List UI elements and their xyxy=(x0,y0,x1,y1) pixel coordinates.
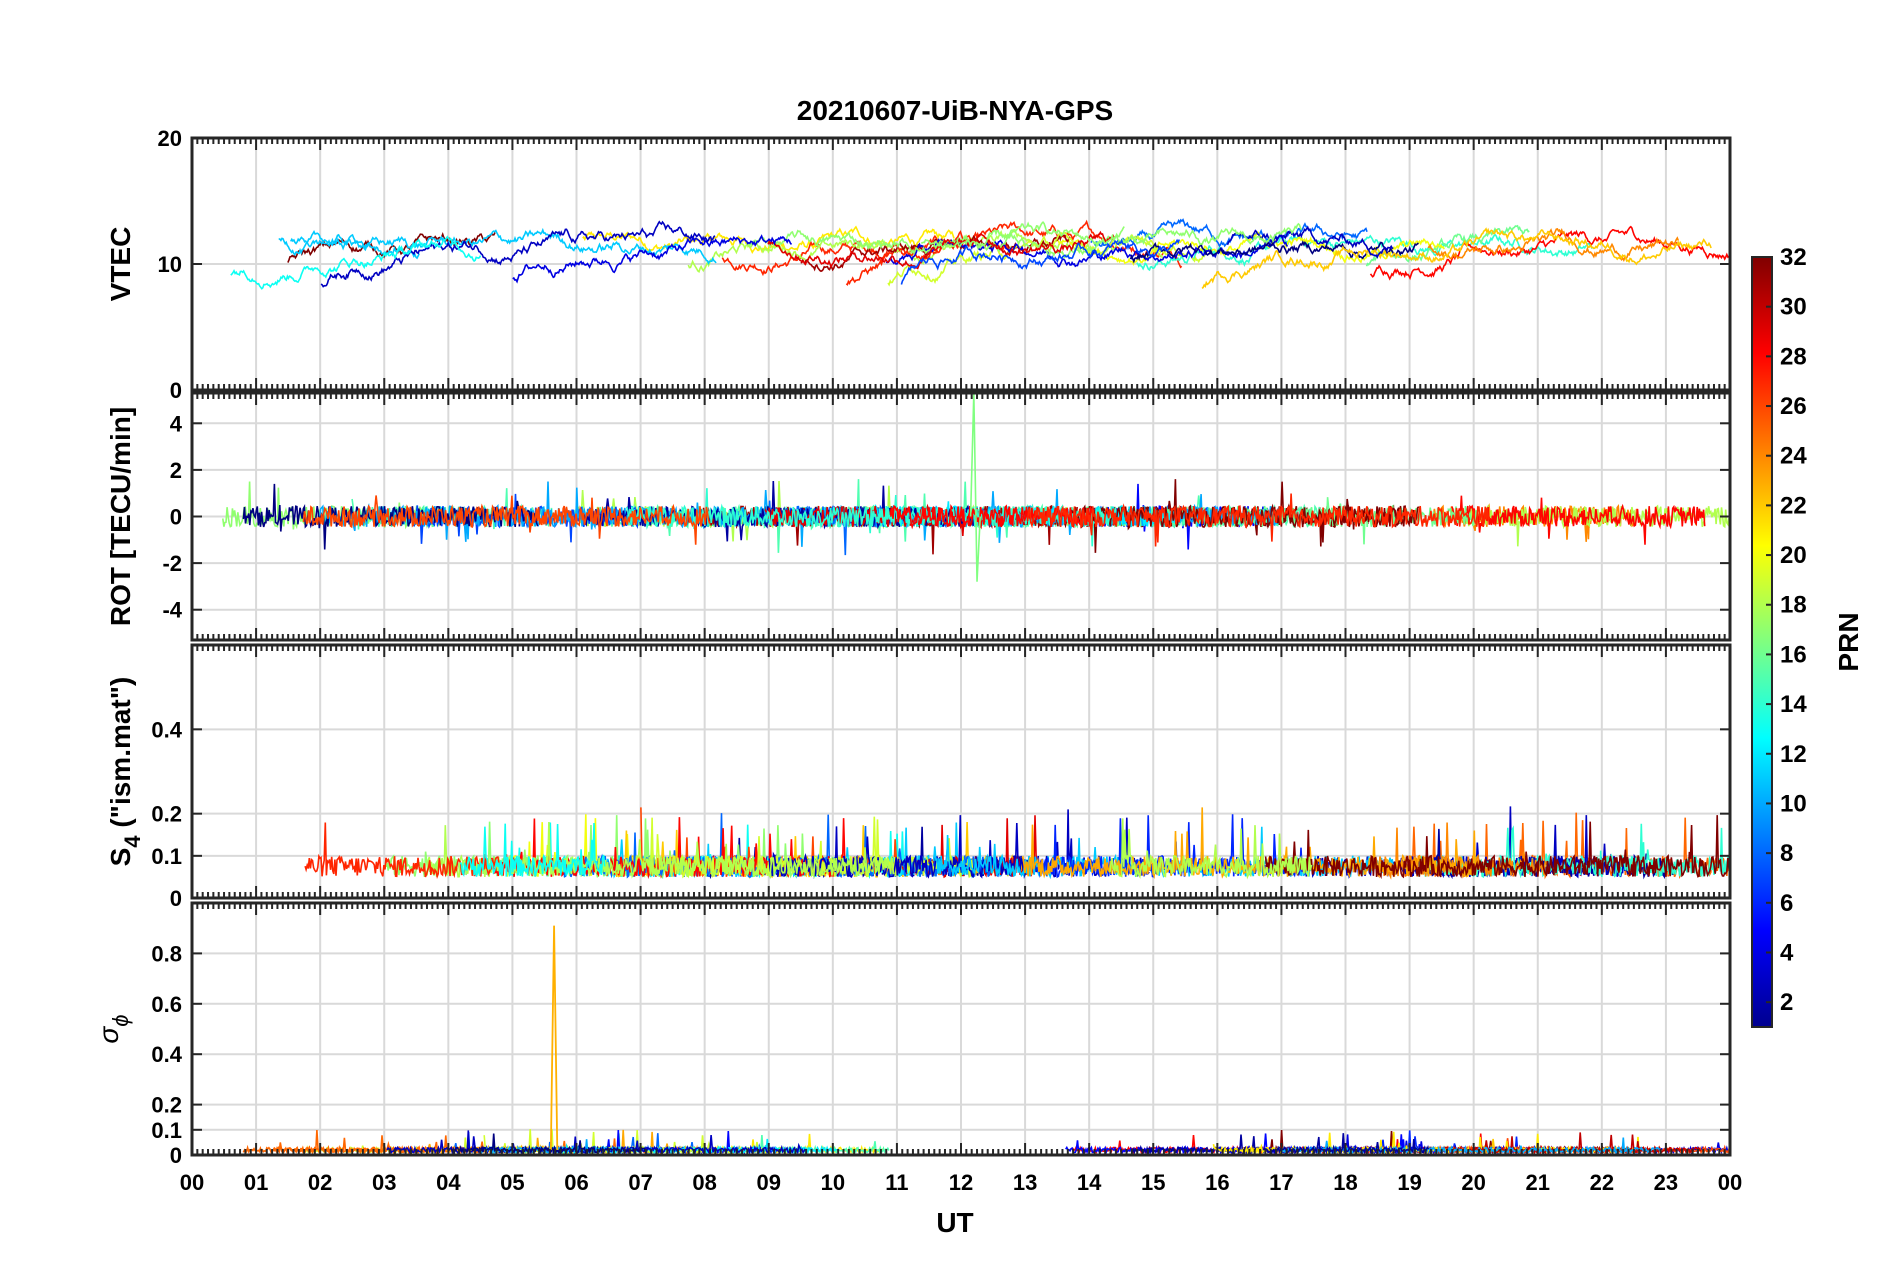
colorbar-tick-label: 16 xyxy=(1780,641,1807,668)
x-tick-label: 10 xyxy=(821,1170,845,1195)
colorbar-tick-label: 4 xyxy=(1780,939,1794,966)
x-tick-label: 15 xyxy=(1141,1170,1165,1195)
colorbar-tick-label: 6 xyxy=(1780,890,1793,917)
x-tick-label: 01 xyxy=(244,1170,268,1195)
y-tick-label: 0 xyxy=(170,886,182,911)
y-tick-label: 10 xyxy=(158,252,182,277)
colorbar-tick-label: 12 xyxy=(1780,741,1807,768)
x-tick-label: 19 xyxy=(1397,1170,1421,1195)
panel-vtec: 0 10 20 VTEC xyxy=(105,126,1732,403)
colorbar-tick-label: 28 xyxy=(1780,343,1807,370)
panel-s4: 0 0.1 0.2 0.4S4 ("ism.mat") xyxy=(105,643,1732,911)
grid xyxy=(191,903,1731,1156)
x-tick-label: 12 xyxy=(949,1170,973,1195)
y-axis-label-s4: S4 ("ism.mat") xyxy=(105,677,145,867)
panel-rot: -4 -2 0 2 4 ROT [TECU/min] xyxy=(105,391,1732,642)
y-tick-label: 0 xyxy=(170,378,182,403)
colorbar-tick-label: 22 xyxy=(1780,492,1807,519)
colorbar-tick-label: 24 xyxy=(1780,443,1807,470)
x-tick-label: 17 xyxy=(1269,1170,1293,1195)
y-tick-label: 0.1 xyxy=(151,844,182,869)
y-axis-label-vtec: VTEC xyxy=(105,227,136,302)
x-tick-label: 22 xyxy=(1590,1170,1614,1195)
x-tick-label: 18 xyxy=(1333,1170,1357,1195)
colorbar-tick-label: 32 xyxy=(1780,244,1807,271)
x-axis-label: UT xyxy=(936,1207,973,1238)
x-tick-label: 13 xyxy=(1013,1170,1037,1195)
y-tick-label: 0.2 xyxy=(151,802,182,827)
colorbar-tick-label: 14 xyxy=(1780,691,1807,718)
colorbar-tick-label: 2 xyxy=(1780,989,1793,1016)
x-tick-label: 00 xyxy=(180,1170,204,1195)
colorbar-tick-label: 20 xyxy=(1780,542,1807,569)
y-axis-label-sigphi: σϕ xyxy=(93,1014,133,1043)
y-tick-label: -2 xyxy=(162,551,182,576)
x-ticks xyxy=(191,393,1731,640)
chart-title: 20210607-UiB-NYA-GPS xyxy=(797,95,1113,126)
y-tick-label: 0.8 xyxy=(151,941,182,966)
y-tick-label: 20 xyxy=(158,126,182,151)
x-ticks xyxy=(191,138,1731,390)
colorbar-tick-label: 8 xyxy=(1780,840,1793,867)
x-ticks xyxy=(191,903,1731,1155)
colorbar-label: PRN xyxy=(1833,612,1864,671)
colorbar-tick-label: 26 xyxy=(1780,393,1807,420)
traces-rot xyxy=(222,393,1730,582)
traces-s4 xyxy=(304,806,1730,880)
x-tick-label: 02 xyxy=(308,1170,332,1195)
y-tick-label: 2 xyxy=(170,458,182,483)
x-tick-label: 04 xyxy=(436,1170,461,1195)
y-tick-label: 0.2 xyxy=(151,1093,182,1118)
y-tick-label: 4 xyxy=(170,411,183,436)
x-tick-label: 00 xyxy=(1718,1170,1742,1195)
x-tick-label: 05 xyxy=(500,1170,524,1195)
panel-sigphi: 00.10.2 0.4 0.6 0.8 σϕ xyxy=(93,901,1732,1168)
y-tick-label: 0.6 xyxy=(151,992,182,1017)
x-axis: 00 01 02 03 04 05 06 07 08 09 10 11 12 13 14 15 16 17 18 19… xyxy=(180,1170,1742,1195)
x-tick-label: 09 xyxy=(757,1170,781,1195)
y-tick-label: 0 xyxy=(170,1143,182,1168)
traces-vtec xyxy=(230,218,1730,290)
x-tick-label: 11 xyxy=(885,1170,908,1195)
x-tick-label: 08 xyxy=(692,1170,716,1195)
x-tick-label: 23 xyxy=(1654,1170,1678,1195)
y-tick-label: 0.1 xyxy=(151,1118,182,1143)
colorbar-tick-label: 10 xyxy=(1780,790,1807,817)
y-axis-label-rot: ROT [TECU/min] xyxy=(105,407,136,626)
x-tick-label: 16 xyxy=(1205,1170,1229,1195)
x-ticks xyxy=(191,645,1731,898)
y-tick-label: 0.4 xyxy=(151,1042,182,1067)
x-tick-label: 14 xyxy=(1077,1170,1102,1195)
y-tick-label: 0.4 xyxy=(151,717,182,742)
colorbar-tick-label: 18 xyxy=(1780,592,1807,619)
colorbar-tick-label: 30 xyxy=(1780,294,1807,321)
y-tick-label: 0 xyxy=(170,505,182,530)
y-tick-label: -4 xyxy=(162,598,182,623)
x-tick-label: 03 xyxy=(372,1170,396,1195)
colorbar-gradient xyxy=(1751,256,1773,1028)
x-tick-label: 07 xyxy=(628,1170,652,1195)
x-tick-label: 21 xyxy=(1526,1170,1550,1195)
x-tick-label: 20 xyxy=(1461,1170,1485,1195)
x-tick-label: 06 xyxy=(564,1170,588,1195)
